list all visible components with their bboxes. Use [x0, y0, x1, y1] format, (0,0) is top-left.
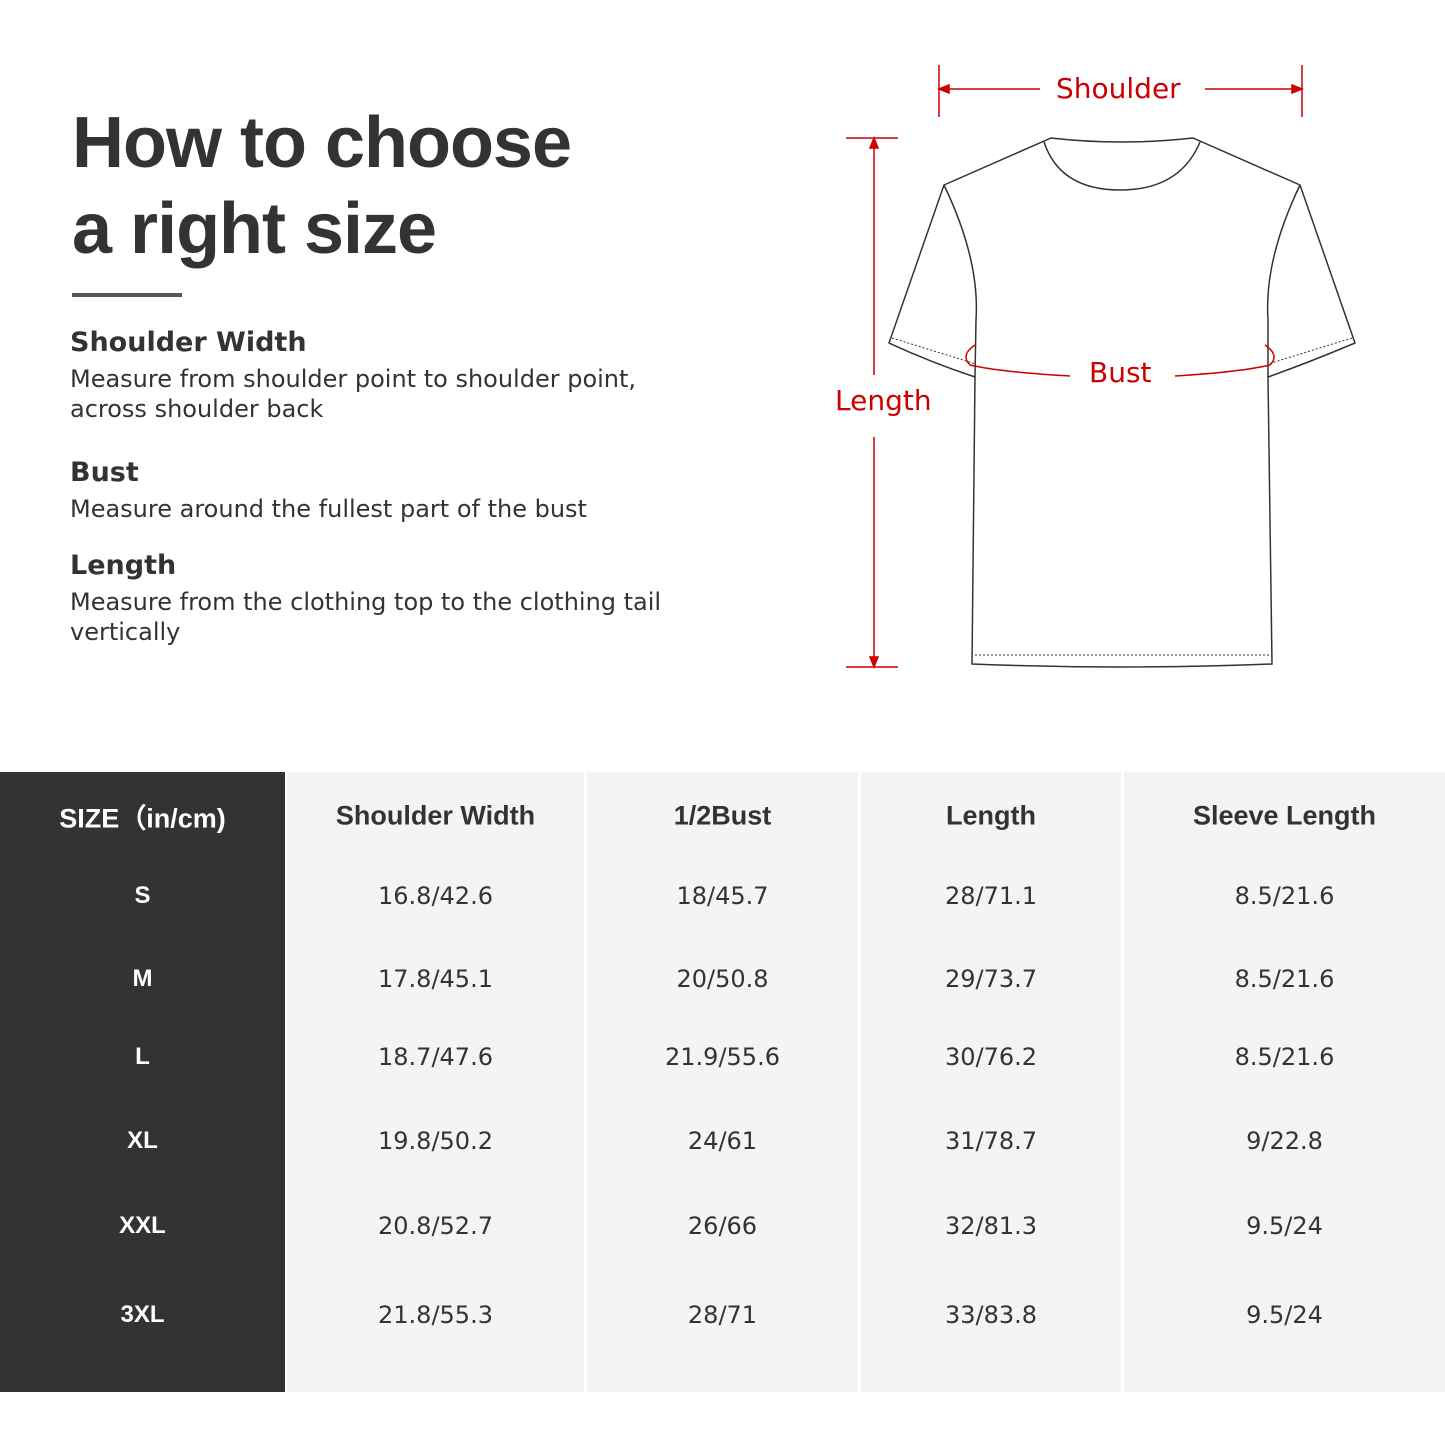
- size-label: L: [135, 1043, 150, 1070]
- column-header: Length: [946, 800, 1036, 831]
- size-label: XL: [127, 1127, 158, 1154]
- table-column: Length 28/71.1 29/73.7 30/76.2 31/78.7 32/81.…: [861, 772, 1121, 1392]
- divider: [72, 293, 182, 297]
- column-header: 1/2Bust: [673, 800, 772, 831]
- bust-label: Bust: [1089, 356, 1152, 389]
- size-label: S: [134, 882, 151, 909]
- table-cell: 18.7/47.6: [378, 1043, 493, 1071]
- guide-text: Measure from shoulder point to shoulder …: [70, 365, 637, 423]
- measure-lines: [846, 65, 1305, 670]
- table-cell: 24/61: [687, 1127, 758, 1155]
- table-cell: 20/50.8: [676, 965, 769, 993]
- table-cell: 28/71: [687, 1301, 758, 1329]
- tshirt-diagram: [846, 65, 1356, 670]
- guide-heading: Length: [70, 550, 177, 581]
- title-line-1: How to choose: [72, 103, 572, 183]
- shoulder-label: Shoulder: [1050, 72, 1187, 105]
- table-cell: 20.8/52.7: [378, 1212, 493, 1240]
- length-label: Length: [829, 384, 938, 417]
- table-cell: 31/78.7: [944, 1127, 1038, 1155]
- guide-length: Length Measure from the clothing top to …: [70, 549, 710, 647]
- tshirt-outline: [888, 137, 1356, 668]
- table-cell: 21.9/55.6: [665, 1043, 780, 1071]
- table-cell: 29/73.7: [944, 965, 1038, 993]
- page-title: How to choose a right size: [72, 100, 572, 272]
- size-label: XXL: [119, 1212, 166, 1239]
- table-cell: 9/22.8: [1246, 1127, 1323, 1155]
- size-label: 3XL: [120, 1301, 165, 1328]
- guide-bust: Bust Measure around the fullest part of …: [70, 456, 710, 524]
- size-table: SIZE（in/cm) S M L XL XXL 3XL Shoulder Width 16.8…: [0, 772, 1445, 1392]
- table-cell: 26/66: [687, 1212, 758, 1240]
- guide-text: Measure around the fullest part of the b…: [70, 495, 587, 523]
- table-cell: 28/71.1: [944, 882, 1038, 910]
- table-cell: 8.5/21.6: [1234, 882, 1335, 910]
- table-column: Sleeve Length 8.5/21.6 8.5/21.6 8.5/21.6 9/2…: [1124, 772, 1445, 1392]
- table-cell: 19.8/50.2: [378, 1127, 493, 1155]
- table-column: Shoulder Width 16.8/42.6 17.8/45.1 18.7/47.…: [287, 772, 584, 1392]
- table-cell: 9.5/24: [1246, 1301, 1323, 1329]
- table-column: 1/2Bust 18/45.7 20/50.8 21.9/55.6 24/61 26/66…: [587, 772, 858, 1392]
- title-line-2: a right size: [72, 189, 437, 269]
- guide-heading: Shoulder Width: [70, 327, 307, 358]
- table-cell: 33/83.8: [944, 1301, 1038, 1329]
- table-cell: 21.8/55.3: [378, 1301, 493, 1329]
- guide-heading: Bust: [70, 457, 139, 488]
- table-cell: 30/76.2: [944, 1043, 1038, 1071]
- table-cell: 32/81.3: [944, 1212, 1038, 1240]
- table-cell: 9.5/24: [1246, 1212, 1323, 1240]
- size-label: M: [132, 965, 153, 992]
- table-cell: 16.8/42.6: [378, 882, 493, 910]
- table-cell: 18/45.7: [676, 882, 769, 910]
- column-header: SIZE（in/cm): [59, 803, 226, 834]
- size-column: SIZE（in/cm) S M L XL XXL 3XL: [0, 772, 285, 1392]
- column-header: Shoulder Width: [335, 800, 536, 831]
- column-header: Sleeve Length: [1192, 800, 1377, 831]
- guide-shoulder: Shoulder Width Measure from shoulder poi…: [70, 326, 710, 424]
- table-cell: 17.8/45.1: [378, 965, 493, 993]
- table-cell: 8.5/21.6: [1234, 1043, 1335, 1071]
- guide-text: Measure from the clothing top to the clo…: [70, 588, 662, 646]
- table-cell: 8.5/21.6: [1234, 965, 1335, 993]
